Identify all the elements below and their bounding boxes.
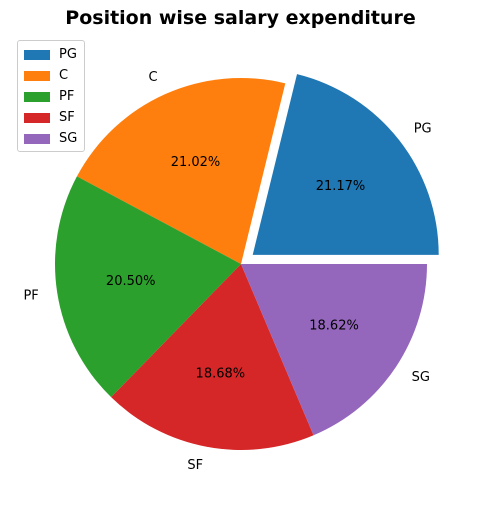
chart-title: Position wise salary expenditure [65, 7, 416, 29]
pie-slice-c [76, 78, 286, 264]
legend-label: SF [59, 110, 75, 125]
slice-label-c: C [149, 70, 158, 85]
legend-item-pg: PG [18, 44, 84, 65]
legend-swatch [24, 133, 50, 144]
legend-swatch [24, 49, 50, 60]
slice-label-pg: PG [414, 122, 432, 137]
percent-label-pf: 20.50% [106, 274, 156, 289]
legend-swatch [24, 91, 50, 102]
pie-slice-sg [241, 264, 427, 436]
legend-swatch [24, 70, 50, 81]
percent-label-sf: 18.68% [196, 367, 246, 382]
legend-label: C [59, 68, 69, 83]
slice-label-pf: PF [23, 288, 38, 303]
legend-item-pf: PF [18, 86, 84, 107]
percent-label-sg: 18.62% [309, 319, 359, 334]
legend-label: PF [59, 89, 75, 104]
legend-swatch [24, 112, 50, 123]
percent-label-c: 21.02% [171, 155, 221, 170]
legend-item-sf: SF [18, 107, 84, 128]
slice-label-sf: SF [187, 458, 203, 473]
percent-label-pg: 21.17% [316, 179, 366, 194]
legend-label: SG [59, 131, 78, 146]
legend-label: PG [59, 47, 77, 62]
pie-slice-pf [54, 176, 241, 398]
pie-slice-pg [252, 74, 439, 255]
legend-item-sg: SG [18, 128, 84, 149]
legend: PG C PF SF SG [17, 40, 85, 152]
legend-item-c: C [18, 65, 84, 86]
pie-slice-sf [111, 264, 314, 451]
slice-label-sg: SG [412, 370, 430, 385]
